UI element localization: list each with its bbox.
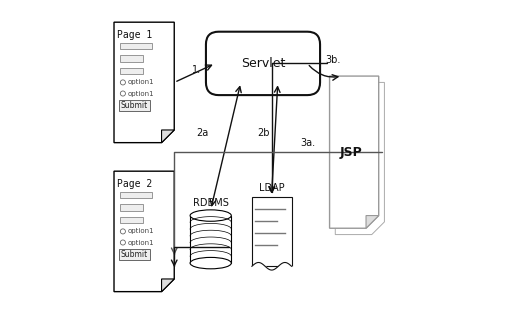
Bar <box>190 216 231 263</box>
Polygon shape <box>161 279 174 292</box>
FancyBboxPatch shape <box>120 192 152 198</box>
FancyBboxPatch shape <box>120 68 143 74</box>
Text: Page 1: Page 1 <box>117 30 153 40</box>
Text: option1: option1 <box>127 91 154 96</box>
FancyBboxPatch shape <box>119 249 150 260</box>
Polygon shape <box>161 130 174 143</box>
FancyBboxPatch shape <box>120 55 143 62</box>
Text: 2a: 2a <box>197 128 209 138</box>
FancyBboxPatch shape <box>120 43 152 49</box>
Bar <box>252 197 291 266</box>
Text: option1: option1 <box>127 80 154 85</box>
Text: 3a.: 3a. <box>300 138 315 148</box>
FancyBboxPatch shape <box>120 204 143 211</box>
Text: option1: option1 <box>127 229 154 234</box>
FancyBboxPatch shape <box>119 100 150 111</box>
Ellipse shape <box>190 210 231 221</box>
Text: Submit: Submit <box>121 250 148 259</box>
Text: Submit: Submit <box>121 101 148 110</box>
Text: 2b: 2b <box>257 128 269 138</box>
FancyBboxPatch shape <box>206 32 320 95</box>
Polygon shape <box>114 22 174 143</box>
Text: RDBMS: RDBMS <box>193 197 229 208</box>
Circle shape <box>120 91 125 96</box>
Text: 1.: 1. <box>192 65 201 75</box>
Text: 3b.: 3b. <box>325 55 340 65</box>
Text: LDAP: LDAP <box>259 183 285 193</box>
Circle shape <box>120 80 125 85</box>
Polygon shape <box>330 76 379 228</box>
Polygon shape <box>366 216 379 228</box>
Polygon shape <box>335 82 385 235</box>
Text: Servlet: Servlet <box>241 57 285 70</box>
Ellipse shape <box>190 257 231 269</box>
Text: Page 2: Page 2 <box>117 179 153 189</box>
Polygon shape <box>114 171 174 292</box>
FancyBboxPatch shape <box>120 217 143 223</box>
Circle shape <box>120 229 125 234</box>
Text: JSP: JSP <box>340 146 362 159</box>
Circle shape <box>120 240 125 245</box>
Text: option1: option1 <box>127 240 154 245</box>
